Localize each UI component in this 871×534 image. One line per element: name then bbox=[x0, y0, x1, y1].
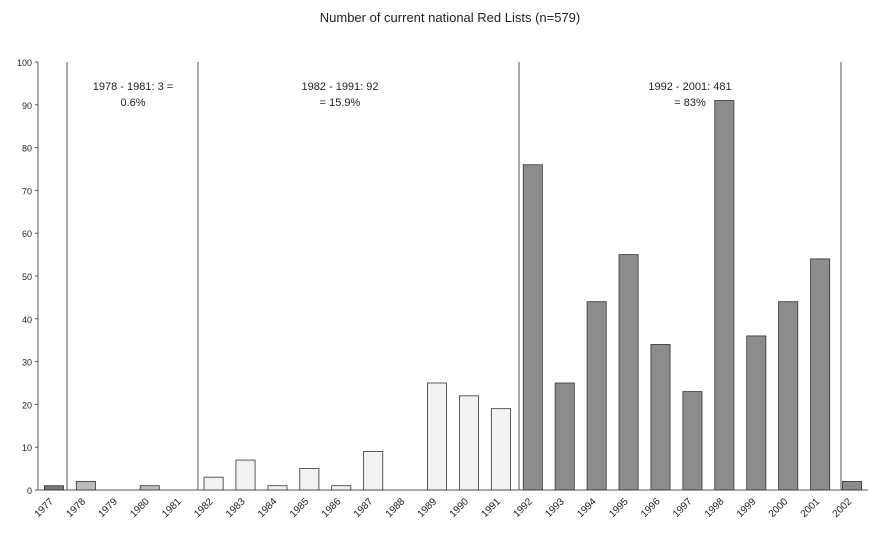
bar bbox=[267, 485, 288, 491]
x-tick-label: 1983 bbox=[224, 496, 248, 520]
bar bbox=[810, 258, 831, 491]
bar bbox=[842, 481, 863, 491]
bar bbox=[43, 485, 64, 491]
x-tick-label: 1990 bbox=[448, 496, 472, 520]
annotation: = 15.9% bbox=[320, 97, 361, 109]
bar bbox=[458, 395, 479, 491]
bar bbox=[331, 485, 352, 491]
bar bbox=[778, 301, 799, 491]
x-tick-label: 1996 bbox=[639, 496, 663, 520]
y-tick-label: 80 bbox=[22, 144, 32, 154]
x-tick-label: 1980 bbox=[128, 496, 152, 520]
bar bbox=[490, 408, 511, 491]
y-tick-label: 30 bbox=[22, 358, 32, 368]
bar bbox=[139, 485, 160, 491]
annotation: 0.6% bbox=[120, 97, 145, 109]
y-tick-label: 60 bbox=[22, 229, 32, 239]
x-tick-label: 1985 bbox=[288, 496, 312, 520]
bar bbox=[586, 301, 607, 491]
chart-title: Number of current national Red Lists (n=… bbox=[320, 10, 581, 25]
x-tick-label: 1989 bbox=[416, 496, 440, 520]
x-tick-label: 1977 bbox=[33, 496, 57, 520]
y-tick-label: 100 bbox=[17, 58, 32, 68]
x-tick-label: 1988 bbox=[384, 496, 408, 520]
bar bbox=[75, 481, 96, 491]
y-tick-label: 70 bbox=[22, 186, 32, 196]
x-tick-label: 1982 bbox=[192, 496, 216, 520]
x-tick-label: 1986 bbox=[320, 496, 344, 520]
x-tick-label: 1994 bbox=[575, 496, 599, 520]
y-tick-label: 10 bbox=[22, 443, 32, 453]
x-tick-label: 2000 bbox=[767, 496, 791, 520]
x-tick-label: 1981 bbox=[160, 496, 184, 520]
bar bbox=[714, 100, 735, 491]
bar bbox=[363, 451, 384, 491]
y-tick-label: 20 bbox=[22, 400, 32, 410]
annotation: = 83% bbox=[674, 97, 706, 109]
annotation: 1992 - 2001: 481 bbox=[648, 81, 731, 93]
x-tick-label: 1991 bbox=[479, 496, 503, 520]
annotation: 1982 - 1991: 92 bbox=[301, 81, 378, 93]
x-tick-label: 1984 bbox=[256, 496, 280, 520]
x-tick-label: 2001 bbox=[799, 496, 823, 520]
bar bbox=[203, 476, 224, 491]
x-tick-label: 1993 bbox=[543, 496, 567, 520]
annotation: 1978 - 1981: 3 = bbox=[93, 81, 173, 93]
y-tick-label: 50 bbox=[22, 272, 32, 282]
bar bbox=[650, 344, 671, 491]
y-tick-label: 90 bbox=[22, 101, 32, 111]
bar bbox=[235, 459, 256, 491]
x-tick-label: 1978 bbox=[64, 496, 88, 520]
x-tick-label: 2002 bbox=[831, 496, 855, 520]
x-tick-label: 1995 bbox=[607, 496, 631, 520]
bar bbox=[427, 382, 448, 491]
bar bbox=[618, 254, 639, 491]
x-tick-label: 1997 bbox=[671, 496, 695, 520]
x-tick-label: 1987 bbox=[352, 496, 376, 520]
bar bbox=[554, 382, 575, 491]
bar bbox=[682, 391, 703, 491]
x-tick-label: 1998 bbox=[703, 496, 727, 520]
bar bbox=[299, 468, 320, 491]
x-tick-label: 1999 bbox=[735, 496, 759, 520]
y-tick-label: 0 bbox=[27, 486, 32, 496]
bar bbox=[746, 335, 767, 491]
y-tick-label: 40 bbox=[22, 315, 32, 325]
bar bbox=[522, 164, 543, 491]
x-tick-label: 1979 bbox=[96, 496, 120, 520]
x-tick-label: 1992 bbox=[511, 496, 535, 520]
